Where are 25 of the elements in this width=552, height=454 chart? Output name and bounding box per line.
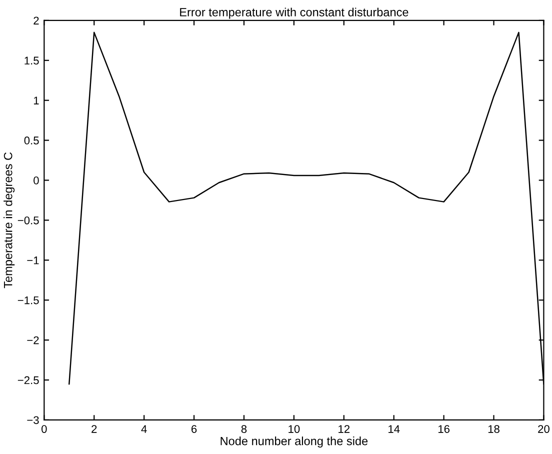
x-tick-label: 6 (192, 425, 197, 433)
x-tick-label: 0 (42, 425, 47, 433)
x-tick-label: 2 (92, 425, 97, 433)
y-tick-label: 0.5 (24, 136, 39, 144)
y-tick-label: 0 (34, 176, 39, 184)
x-tick-label: 8 (241, 425, 247, 433)
y-tick-label: 1.5 (24, 56, 39, 65)
y-axis-title: Temperature in degrees C (4, 152, 15, 288)
x-tick-label: 12 (338, 425, 350, 433)
x-tick-label: 10 (288, 425, 300, 433)
x-axis-title: Node number along the side (220, 436, 368, 448)
x-tick-label: 20 (538, 425, 550, 433)
y-tick-label: −2.5 (18, 376, 39, 384)
y-tick-label: −3 (27, 416, 39, 424)
x-tick-label: 18 (488, 425, 500, 433)
y-tick-label: −0.5 (18, 216, 39, 224)
y-tick-label: −1 (27, 256, 39, 264)
chart-title: Error temperature with constant disturbance (180, 8, 408, 19)
y-tick-label: 2 (34, 16, 39, 24)
x-tick-label: 14 (388, 425, 400, 433)
x-tick-label: 4 (141, 425, 147, 433)
y-tick-label: −1.5 (18, 296, 39, 304)
x-tick-label: 16 (438, 425, 450, 433)
y-tick-label: −2 (27, 336, 39, 344)
y-tick-label: 1 (34, 96, 39, 104)
